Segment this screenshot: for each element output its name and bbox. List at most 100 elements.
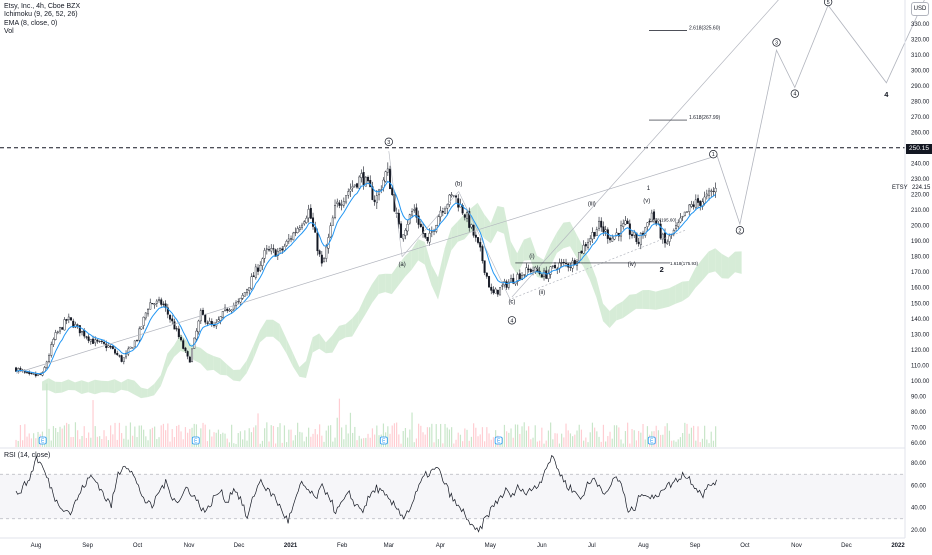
candle-body [690,204,693,207]
candle-body [463,214,466,218]
earnings-marker-glyph: E [382,439,386,445]
volume-bar [129,422,132,447]
candle-body [633,232,636,236]
candle-body [653,211,656,220]
candle-body [501,285,504,287]
candle-body [111,346,114,349]
candle-body [248,287,251,291]
ichimoku-cloud-segment [563,221,571,249]
earnings-marker-glyph: E [41,439,45,445]
wave-label: (a) [398,262,405,268]
candle-body [358,176,361,189]
volume-bar [334,437,336,447]
candle-body [78,325,81,334]
volume-bar [488,433,490,447]
volume-bar [202,422,204,447]
candle-body [345,195,348,203]
candle-body [191,348,194,362]
price-tick-label: 320.00 [911,37,930,43]
volume-bar [224,433,226,447]
volume-bar [341,427,343,447]
volume-bar [173,437,176,447]
candle-body [540,274,543,278]
volume-bar [607,436,609,447]
volume-bar [268,441,270,447]
volume-bar [477,436,479,447]
volume-bar [415,438,418,447]
candle-body [118,355,121,357]
price-tick-label: 220.00 [911,193,930,199]
volume-bar [569,433,572,447]
candle-body [45,361,48,368]
candle-body [217,319,220,322]
candle-body [48,355,51,363]
candle-body [620,225,623,237]
candle-body [466,212,469,219]
time-tick-label: 2021 [284,543,298,549]
volume-bar [657,430,660,447]
volume-bar [605,441,607,447]
legend-vol: Vol [4,28,14,36]
volume-bar [475,427,477,447]
volume-bar [90,437,92,447]
candle-body [483,260,486,273]
volume-bar [490,439,492,447]
volume-bar [600,441,602,447]
volume-bar [363,438,365,447]
volume-bar [402,431,404,447]
candle-body [89,339,92,342]
candle-body [468,211,471,228]
candle-body [692,204,695,207]
volume-bar [510,428,512,447]
candle-body [415,207,418,218]
candle-body [413,209,416,211]
volume-bar [367,433,369,447]
wave-label: 1 [712,152,715,158]
time-tick-label: Dec [234,543,245,549]
volume-bar [646,426,649,447]
candle-body [367,177,370,182]
candle-body [103,341,106,344]
candle-body [699,200,702,206]
ichimoku-cloud-segment [728,251,736,279]
volume-bar [308,427,310,447]
price-tick-label: 260.00 [911,130,930,136]
candle-body [92,338,95,344]
candle-body [545,270,548,279]
earnings-marker [379,436,388,445]
candle-body [402,234,405,240]
ichimoku-cloud-segment [451,221,458,251]
rsi-tick-label: 80.00 [911,461,927,467]
volume-bar [627,422,629,447]
volume-bar [455,439,457,447]
candle-body [512,277,515,284]
candle-body [204,314,207,323]
currency-badge[interactable]: USD [911,2,929,16]
candle-body [430,231,433,233]
volume-bar [431,423,433,447]
volume-bar [517,424,519,447]
volume-bar [554,433,556,447]
volume-bar [596,431,598,447]
volume-bar [107,440,110,447]
candle-body [184,347,187,351]
ichimoku-cloud-segment [226,364,234,381]
volume-bar [464,428,466,447]
volume-bar [550,422,552,447]
candle-body [292,232,295,241]
candle-body [226,308,229,311]
volume-bar [165,430,167,447]
wave-label: (b) [455,181,462,187]
candle-body [67,316,70,320]
volume-bar [17,440,19,447]
candle-body [85,336,88,338]
candle-body [114,349,117,354]
candle-body [666,241,669,244]
price-tick-label: 170.00 [911,270,930,276]
candle-body [309,207,312,219]
candle-body [360,173,363,178]
volume-bar [261,440,264,447]
candle-body [228,309,231,312]
volume-bar [217,429,220,447]
